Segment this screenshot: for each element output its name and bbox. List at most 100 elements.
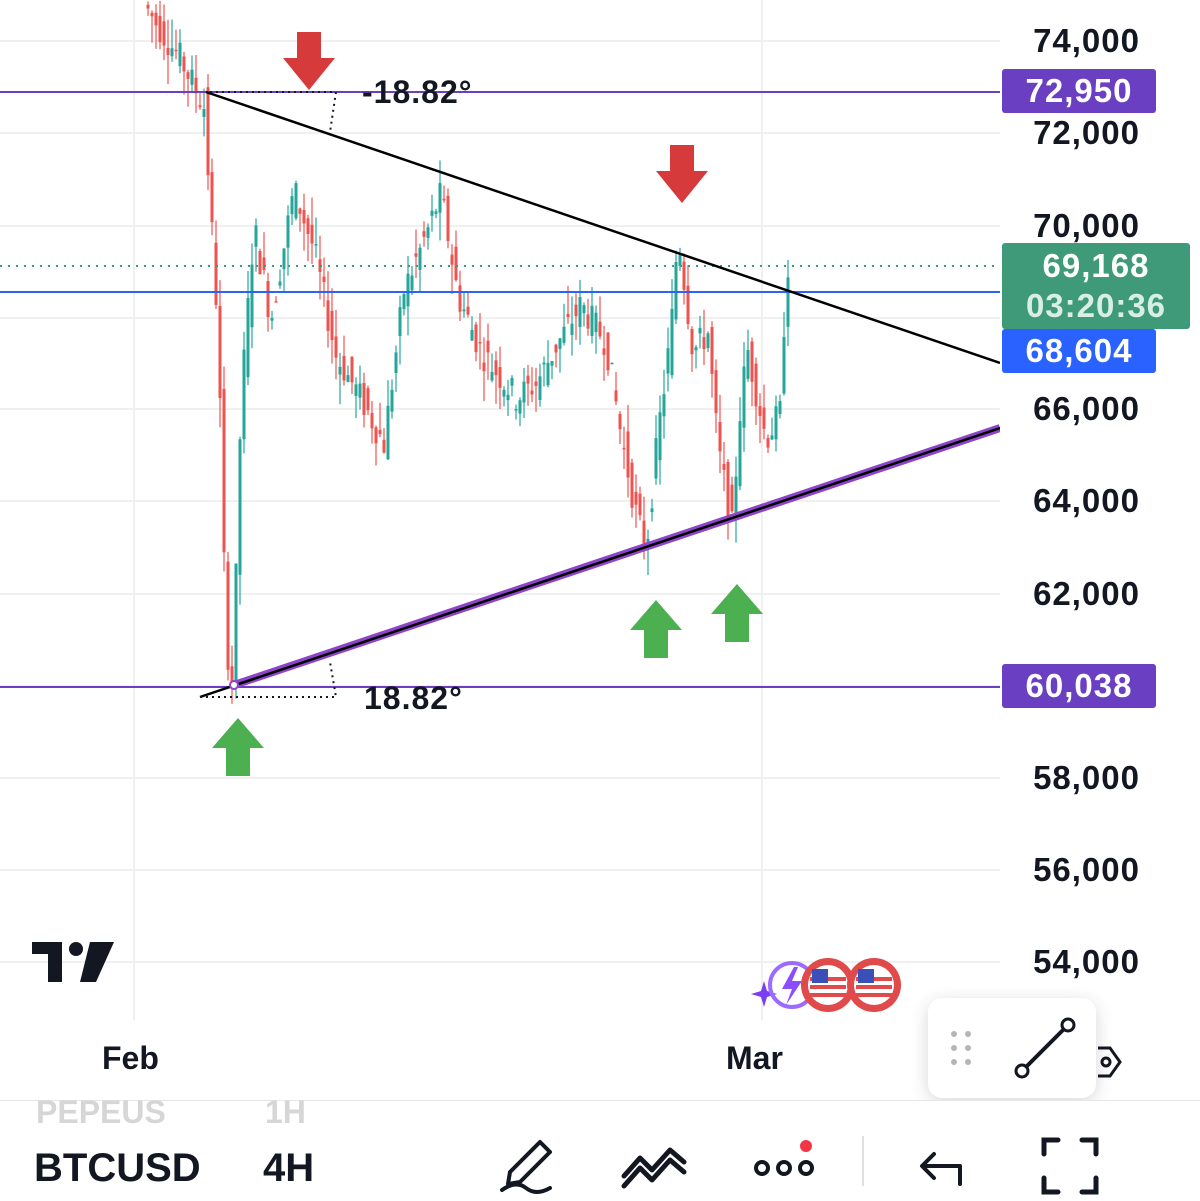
candle-body <box>498 367 502 388</box>
brush-icon[interactable] <box>496 1136 556 1196</box>
candle-body <box>610 362 614 365</box>
candle-body <box>714 370 718 414</box>
candle-body <box>470 329 474 341</box>
candle-body <box>274 301 278 303</box>
candle-body <box>622 447 626 450</box>
chart-area[interactable]: 74,000 72,000 70,000 66,000 64,000 62,00… <box>0 0 1200 1100</box>
candle-body <box>254 225 258 247</box>
candle-body <box>258 251 262 275</box>
candle-body <box>774 406 778 440</box>
candle-body <box>442 198 446 201</box>
candle-body <box>542 362 546 365</box>
price-tick-62000: 62,000 <box>1033 575 1140 612</box>
candle-body <box>762 407 766 429</box>
support-price-tag[interactable]: 60,038 <box>1002 664 1156 708</box>
candle-body <box>242 349 246 440</box>
candle-body <box>278 281 282 286</box>
symbol-button[interactable]: BTCUSD <box>34 1146 201 1190</box>
candle-body <box>366 388 370 411</box>
lower-trendline <box>199 426 1000 699</box>
candle-body <box>766 437 770 448</box>
candle-body <box>474 324 478 353</box>
candle-body <box>186 72 190 79</box>
candle-body <box>162 21 166 46</box>
undo-icon[interactable] <box>912 1136 972 1196</box>
candle-body <box>330 310 334 341</box>
toolbar-divider <box>862 1136 864 1186</box>
candle-body <box>554 344 558 353</box>
more-icon[interactable] <box>752 1136 822 1196</box>
candle-body <box>454 246 458 281</box>
candle-body <box>374 427 378 444</box>
candle-body <box>614 390 618 402</box>
candle-body <box>726 462 730 521</box>
candle-body <box>282 248 286 270</box>
interval-button[interactable]: 4H <box>263 1146 315 1190</box>
candle-body <box>702 337 706 350</box>
candle-body <box>302 209 306 224</box>
drag-handle-icon[interactable] <box>946 1028 976 1068</box>
candle-body <box>722 463 726 470</box>
candle-body <box>778 401 782 415</box>
drawing-tools-icon[interactable] <box>620 1136 690 1196</box>
previous-symbol[interactable]: PEPEUS <box>36 1094 166 1130</box>
chart-drawings <box>0 32 1000 776</box>
resistance-price-tag[interactable]: 72,950 <box>1002 69 1156 113</box>
candle-body <box>178 42 182 67</box>
candle-body <box>730 484 734 512</box>
candle-body <box>158 15 162 43</box>
candle-body <box>506 394 510 401</box>
fullscreen-icon[interactable] <box>1040 1136 1100 1196</box>
previous-interval[interactable]: 1H <box>265 1094 306 1130</box>
settings-icon[interactable] <box>1096 1042 1126 1082</box>
candle-body <box>270 317 274 321</box>
candle-body <box>570 323 574 335</box>
candle-body <box>266 281 270 318</box>
candle-body <box>662 394 666 417</box>
candle-body <box>602 348 606 355</box>
candle-body <box>694 347 698 351</box>
candle-body <box>718 422 722 452</box>
candle-body <box>510 377 514 386</box>
bottom-toolbar <box>0 1100 1200 1201</box>
price-chart[interactable] <box>0 0 1000 1100</box>
candle-body <box>666 348 670 374</box>
candle-body <box>746 350 750 379</box>
chart-grid <box>0 0 1000 1020</box>
candle-body <box>182 56 186 72</box>
economic-events-markers[interactable] <box>748 955 908 1015</box>
candle-body <box>734 476 738 516</box>
floating-drawing-panel[interactable] <box>928 998 1096 1098</box>
candle-body <box>422 231 426 237</box>
candle-body <box>530 390 534 395</box>
candle-body <box>334 336 338 358</box>
candle-body <box>402 293 406 310</box>
candle-body <box>706 333 710 349</box>
candle-body <box>690 329 694 355</box>
candle-body <box>490 371 494 381</box>
candle-body <box>358 383 362 398</box>
candle-body <box>238 439 242 575</box>
candle-body <box>786 277 790 327</box>
price-tick-54000: 54,000 <box>1033 943 1140 980</box>
candle-body <box>458 285 462 312</box>
candle-body <box>234 563 238 688</box>
candle-body <box>214 242 218 305</box>
candle-body <box>626 431 630 478</box>
candle-body <box>446 195 450 241</box>
candle-body <box>350 356 354 383</box>
horizontal-line-price-tag[interactable]: 68,604 <box>1002 329 1156 373</box>
price-tick-70000: 70,000 <box>1033 207 1140 244</box>
bar-countdown: 03:20:36 <box>1025 287 1167 324</box>
trend-line-icon[interactable] <box>1010 1013 1080 1083</box>
candle-body <box>426 227 430 238</box>
candle-body <box>150 12 154 17</box>
candle-body <box>314 244 318 246</box>
candle-body <box>750 341 754 382</box>
candle-body <box>202 109 206 117</box>
candle-body <box>298 208 302 214</box>
candle-body <box>466 306 470 315</box>
last-price-tag[interactable]: 69,168 03:20:36 <box>1002 243 1190 329</box>
candle-body <box>642 520 646 550</box>
candle-body <box>574 304 578 317</box>
